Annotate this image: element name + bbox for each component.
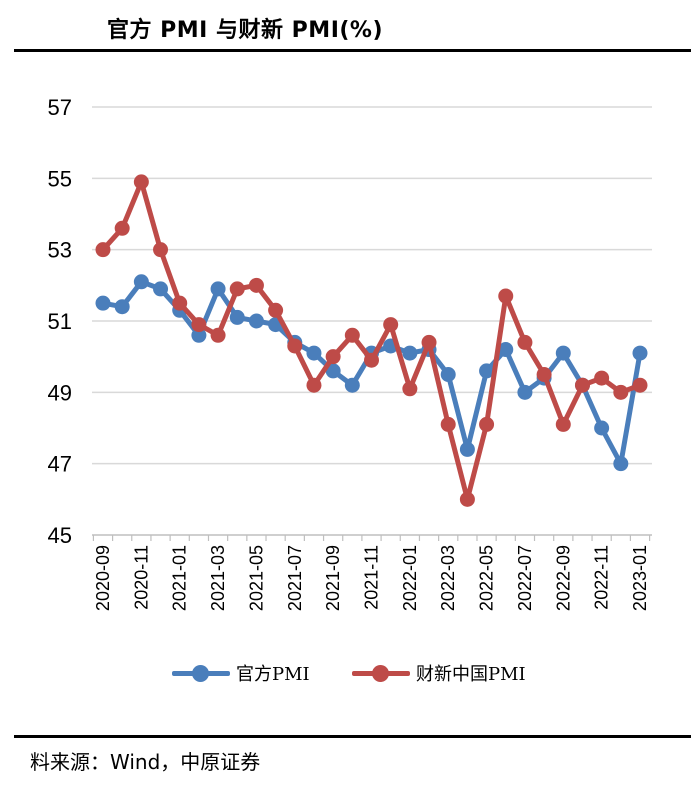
x-tick-label: 2022-01 [400, 545, 420, 611]
data-point [95, 295, 111, 311]
data-point [95, 242, 111, 258]
data-point [287, 338, 303, 354]
data-point [555, 345, 571, 361]
series-caixin [95, 174, 648, 507]
data-point [191, 327, 207, 343]
data-point [153, 281, 169, 297]
legend-label-official: 官方PMI [236, 664, 310, 685]
data-point [229, 309, 245, 325]
data-point [114, 220, 130, 236]
data-point [613, 456, 629, 472]
y-tick-label: 51 [48, 309, 72, 334]
legend-item-caixin: 财新中国PMI [352, 660, 526, 686]
y-axis-tick-labels: 45 47 49 51 53 55 57 [48, 95, 72, 548]
data-point [306, 345, 322, 361]
x-axis-tick-labels: 2020-09 2020-11 2021-01 2021-03 2021-05 2021-… [93, 545, 650, 611]
data-point [133, 274, 149, 290]
data-point [459, 441, 475, 457]
data-point [594, 420, 610, 436]
data-point [248, 277, 264, 293]
chart-title: 官方 PMI 与财新 PMI(%) [107, 18, 384, 43]
data-point [632, 377, 648, 393]
y-tick-label: 55 [48, 166, 72, 191]
data-point [133, 174, 149, 190]
line-chart: 45 47 49 51 53 55 57 2020-09 2020-11 2021-01 2021… [48, 95, 652, 611]
legend-swatch-official [172, 660, 230, 686]
x-tick-label: 2021-03 [208, 545, 228, 611]
legend-swatch-caixin [352, 660, 410, 686]
data-point [229, 281, 245, 297]
series-line [100, 179, 643, 502]
x-tick-label: 2022-09 [553, 545, 573, 611]
top-divider [14, 49, 691, 52]
x-tick-label: 2021-11 [362, 545, 382, 610]
data-point [555, 416, 571, 432]
y-tick-label: 45 [48, 523, 72, 548]
data-point [268, 302, 284, 318]
x-tick-label: 2021-05 [246, 545, 266, 611]
x-axis [92, 534, 652, 541]
data-point [421, 334, 437, 350]
series-lines [95, 174, 648, 507]
data-point [210, 281, 226, 297]
data-point [440, 367, 456, 382]
x-tick-label: 2022-07 [515, 545, 535, 611]
data-point [479, 416, 495, 432]
x-tick-label: 2022-05 [477, 545, 497, 611]
data-point [402, 381, 418, 397]
x-tick-label: 2023-01 [630, 545, 650, 611]
x-tick-label: 2020-11 [131, 545, 151, 610]
data-point [479, 363, 495, 379]
x-tick-label: 2020-09 [93, 545, 113, 611]
x-tick-label: 2022-03 [438, 545, 458, 611]
data-point [632, 345, 648, 361]
data-point [114, 299, 130, 315]
legend-label-caixin: 财新中国PMI [416, 664, 526, 685]
data-point [594, 370, 610, 386]
data-point [613, 384, 629, 400]
x-tick-label: 2021-01 [170, 545, 190, 611]
data-point [440, 416, 456, 432]
legend: 官方PMI 财新中国PMI [0, 660, 695, 686]
x-tick-label: 2021-09 [323, 545, 343, 611]
data-point [325, 349, 341, 365]
data-point [172, 295, 188, 311]
data-point [325, 363, 341, 379]
y-tick-label: 53 [48, 238, 72, 263]
data-point [517, 384, 533, 400]
source-note: 料来源：Wind，中原证券 [30, 750, 261, 774]
data-point [574, 377, 590, 393]
bottom-divider [14, 735, 691, 738]
data-point [498, 288, 514, 304]
legend-item-official: 官方PMI [172, 660, 310, 686]
data-point [498, 342, 514, 358]
data-point [344, 377, 360, 393]
data-point [536, 367, 552, 382]
y-tick-label: 57 [48, 95, 72, 120]
data-point [191, 317, 207, 333]
data-point [306, 377, 322, 393]
y-tick-label: 49 [48, 380, 72, 405]
data-point [248, 313, 264, 329]
x-tick-label: 2021-07 [285, 545, 305, 611]
y-tick-label: 47 [48, 452, 72, 477]
data-point [383, 317, 399, 333]
data-point [402, 345, 418, 361]
data-point [364, 352, 379, 368]
data-point [344, 327, 360, 343]
data-point [153, 242, 169, 258]
x-tick-label: 2022-11 [592, 545, 612, 610]
data-point [210, 327, 226, 343]
data-point [517, 334, 533, 350]
data-point [459, 491, 475, 507]
